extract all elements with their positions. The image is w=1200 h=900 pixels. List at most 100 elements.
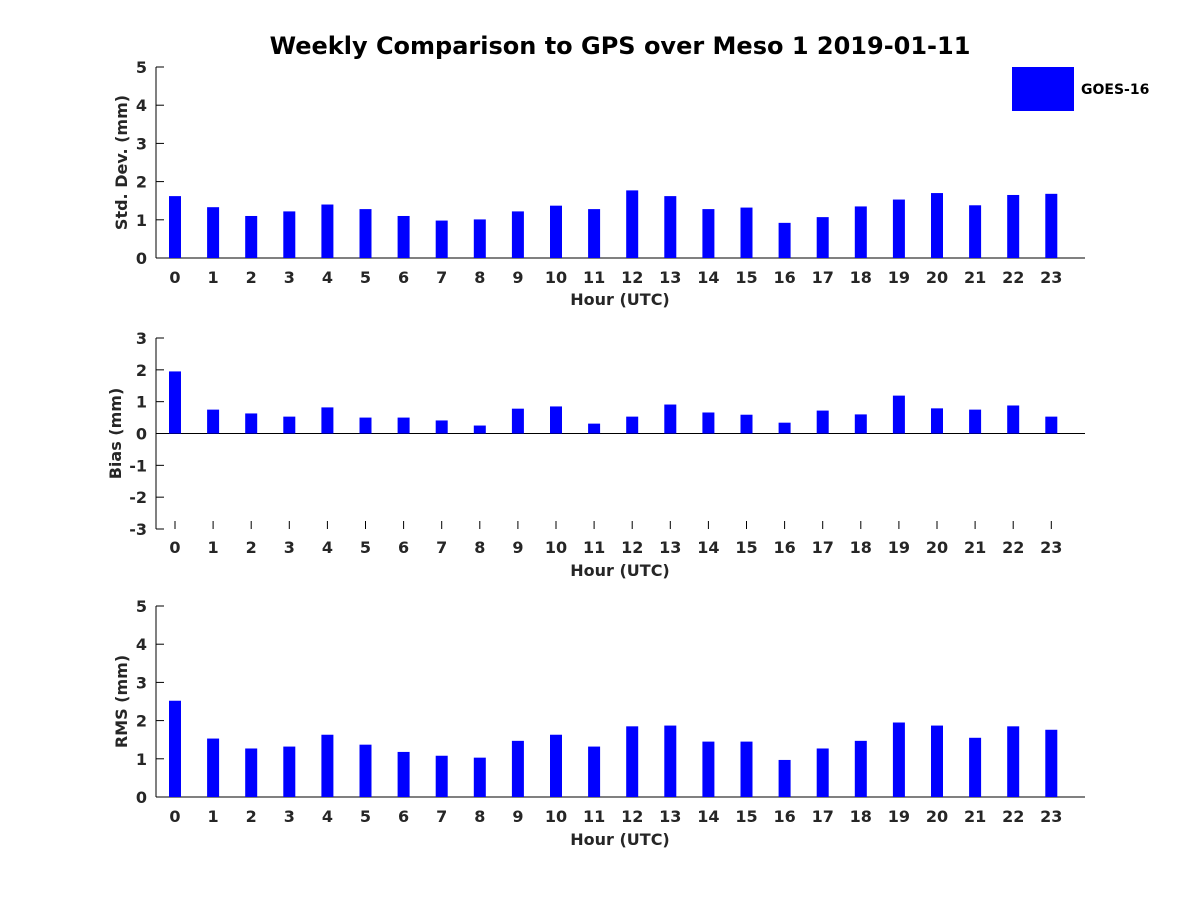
x-tick-label: 12: [621, 538, 643, 557]
x-tick-label: 7: [436, 538, 447, 557]
x-tick-label: 22: [1002, 268, 1024, 287]
y-tick-label: 0: [136, 249, 147, 268]
bar: [359, 209, 372, 258]
y-tick-label: 2: [136, 361, 147, 380]
y-tick-label: 3: [136, 329, 147, 348]
bar: [664, 196, 677, 258]
bar: [1007, 726, 1020, 797]
bar: [778, 222, 791, 258]
x-tick-label: 7: [436, 807, 447, 826]
x-tick-label: 10: [545, 268, 567, 287]
x-tick-label: 6: [398, 268, 409, 287]
bar: [359, 417, 372, 434]
x-tick-label: 14: [697, 268, 719, 287]
bar: [969, 409, 982, 434]
bar: [588, 209, 601, 258]
bar: [283, 211, 296, 258]
x-tick-label: 21: [964, 268, 986, 287]
bar: [550, 406, 562, 434]
x-tick-label: 16: [773, 807, 795, 826]
x-tick-label: 1: [208, 538, 219, 557]
bar: [511, 211, 524, 258]
x-tick-label: 4: [322, 538, 333, 557]
bar: [207, 738, 220, 797]
bar: [1007, 194, 1020, 258]
bar: [816, 748, 829, 797]
x-tick-label: 1: [208, 807, 219, 826]
y-axis-label: Bias (mm): [106, 388, 125, 480]
bar: [1045, 193, 1058, 258]
bar: [473, 757, 486, 797]
y-tick-label: 1: [136, 393, 147, 412]
y-tick-label: 3: [136, 673, 147, 692]
bar: [969, 205, 982, 258]
x-tick-label: 10: [545, 807, 567, 826]
x-tick-label: 17: [812, 268, 834, 287]
x-tick-label: 5: [360, 538, 371, 557]
x-tick-label: 15: [735, 538, 757, 557]
bar: [702, 741, 715, 797]
x-tick-label: 10: [545, 538, 567, 557]
x-tick-label: 6: [398, 807, 409, 826]
bar: [626, 416, 639, 434]
x-axis-label: Hour (UTC): [570, 290, 670, 309]
x-tick-label: 12: [621, 807, 643, 826]
bar: [854, 206, 867, 258]
x-tick-label: 22: [1002, 807, 1024, 826]
bar: [1045, 416, 1058, 434]
x-tick-label: 0: [169, 807, 180, 826]
bar: [664, 725, 677, 797]
bar: [511, 408, 524, 434]
y-tick-label: 1: [136, 750, 147, 769]
x-tick-label: 3: [284, 268, 295, 287]
x-tick-label: 14: [697, 807, 719, 826]
bar: [397, 751, 410, 797]
bar: [169, 196, 181, 258]
bar: [740, 741, 753, 797]
bar: [397, 215, 410, 258]
x-tick-label: 16: [773, 538, 795, 557]
bar: [778, 759, 791, 797]
bar: [702, 412, 715, 434]
bar: [892, 395, 905, 434]
x-tick-label: 5: [360, 268, 371, 287]
bar: [473, 425, 486, 434]
legend-label: GOES-16: [1081, 82, 1149, 98]
y-tick-label: -1: [129, 456, 147, 475]
bar: [283, 416, 296, 434]
x-tick-label: 15: [735, 807, 757, 826]
bar: [931, 193, 943, 258]
x-tick-label: 1: [208, 268, 219, 287]
bar: [892, 199, 905, 258]
bar: [359, 744, 372, 797]
bar: [245, 215, 258, 258]
x-tick-label: 16: [773, 268, 795, 287]
y-tick-label: 0: [136, 788, 147, 807]
y-axis-label: RMS (mm): [112, 655, 131, 748]
y-tick-label: 2: [136, 173, 147, 192]
x-axis-label: Hour (UTC): [570, 830, 670, 849]
bar: [588, 423, 601, 434]
bar: [664, 404, 677, 434]
x-tick-label: 0: [169, 538, 180, 557]
y-tick-label: 1: [136, 211, 147, 230]
bar: [1007, 405, 1020, 434]
bar: [626, 190, 639, 258]
legend: GOES-16: [1012, 67, 1149, 111]
x-tick-label: 13: [659, 268, 681, 287]
y-tick-label: 3: [136, 134, 147, 153]
bar: [207, 409, 220, 434]
bar: [245, 413, 258, 434]
y-tick-label: 5: [136, 597, 147, 616]
x-tick-label: 3: [284, 807, 295, 826]
x-tick-label: 19: [888, 807, 910, 826]
bar: [435, 755, 448, 797]
bar: [816, 410, 829, 434]
bar: [778, 422, 791, 434]
x-tick-label: 9: [512, 807, 523, 826]
x-tick-label: 2: [246, 268, 257, 287]
x-tick-label: 23: [1040, 268, 1062, 287]
